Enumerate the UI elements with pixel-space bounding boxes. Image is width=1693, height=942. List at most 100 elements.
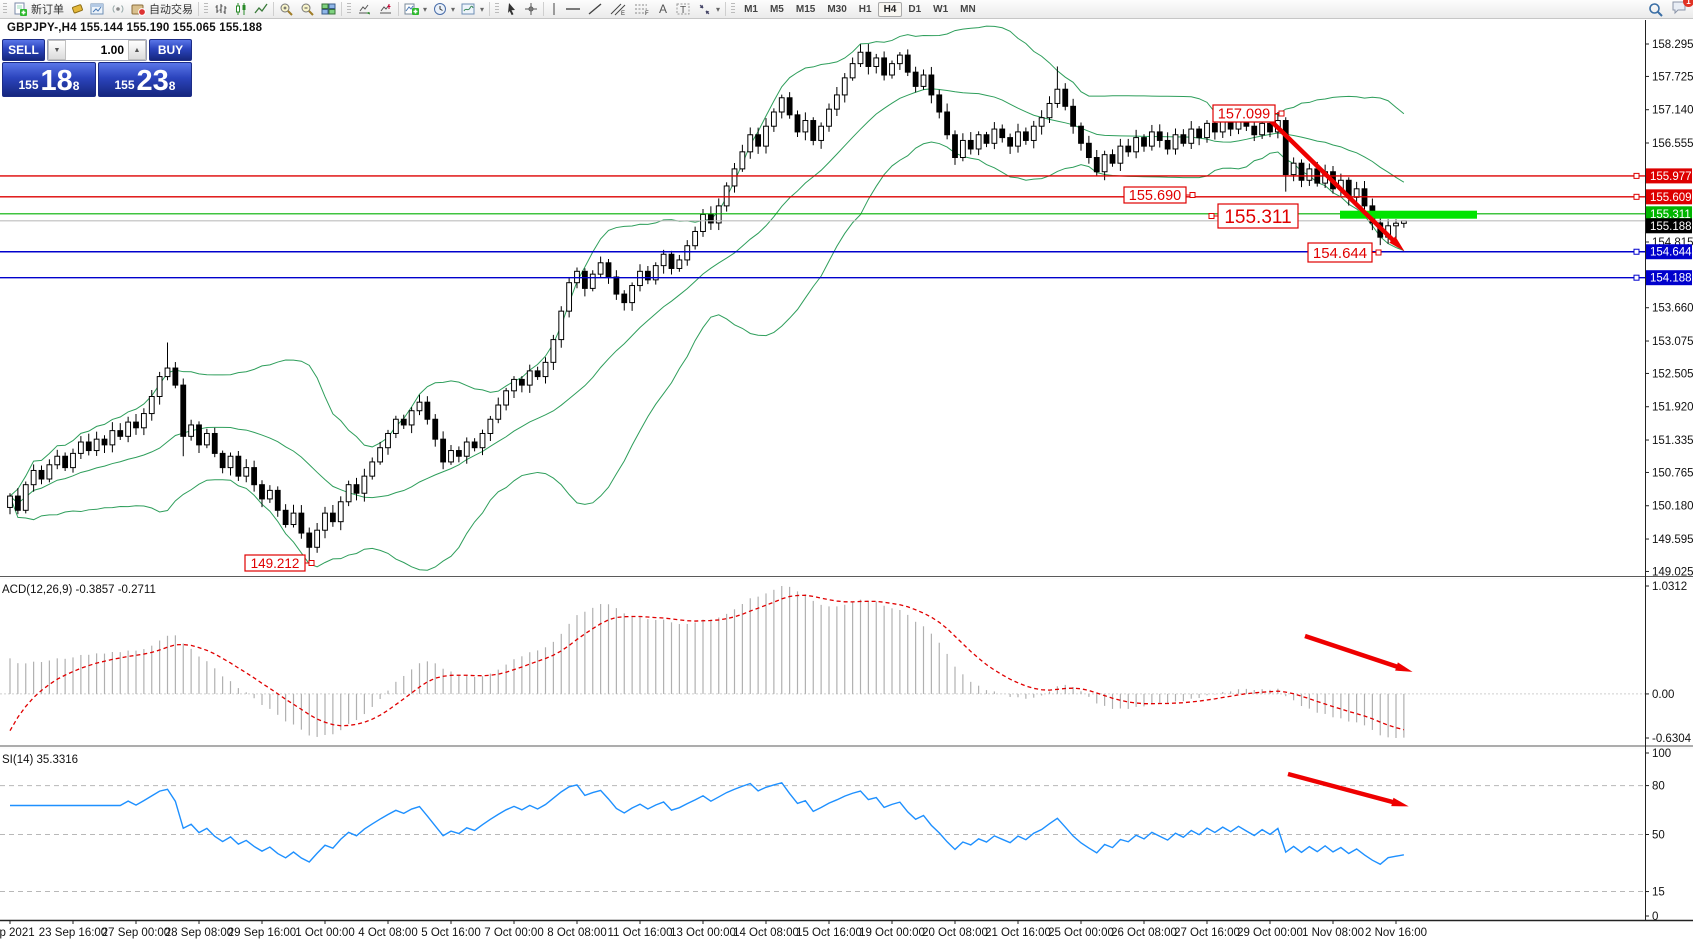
- sell-price-button[interactable]: 155 18 8: [2, 62, 96, 97]
- candle: [676, 259, 683, 269]
- candle: [14, 495, 21, 511]
- macd-pane-label: ACD(12,26,9) -0.3857 -0.2711: [2, 584, 156, 596]
- chart-shift-button[interactable]: [375, 1, 396, 17]
- time-axis-label: 29 Sep 16:00: [228, 927, 296, 939]
- text-label-button[interactable]: T: [673, 1, 694, 17]
- chart-symbol-title: GBPJPY-,H4 155.144 155.190 155.065 155.1…: [7, 22, 263, 34]
- search-icon[interactable]: [1648, 2, 1663, 17]
- candle: [889, 63, 895, 76]
- time-axis-label: 28 Sep 08:00: [165, 927, 233, 939]
- tab-timeframe-m15[interactable]: M15: [795, 3, 816, 15]
- price-tick-label: 158.295: [1652, 39, 1693, 51]
- candle: [463, 441, 470, 457]
- indicators-caret-icon[interactable]: ▾: [423, 4, 428, 14]
- sell-button[interactable]: SELL: [2, 39, 45, 61]
- candle: [534, 370, 541, 378]
- candle: [715, 205, 722, 224]
- templates-caret-icon[interactable]: ▾: [480, 4, 485, 14]
- candle: [188, 424, 195, 437]
- time-axis-label: 25 Oct 00:00: [1048, 927, 1114, 939]
- trend-arrow-macd[interactable]: [1304, 633, 1405, 672]
- candle: [345, 484, 352, 503]
- tab-timeframe-h1[interactable]: H1: [858, 3, 872, 15]
- periods-button[interactable]: ▾: [430, 1, 458, 17]
- trendline-button[interactable]: [584, 1, 606, 17]
- arrows-caret-icon[interactable]: ▾: [716, 4, 721, 14]
- trend-arrow-rsi[interactable]: [1287, 771, 1401, 807]
- eraser-button[interactable]: [67, 1, 87, 17]
- price-tick-label: 152.505: [1652, 368, 1693, 380]
- candle: [322, 512, 328, 531]
- tab-timeframe-h4[interactable]: H4: [877, 1, 903, 17]
- tab-timeframe-m30[interactable]: M30: [827, 3, 847, 15]
- volume-increase-button[interactable]: ▲: [128, 40, 146, 60]
- buy-button[interactable]: BUY: [149, 39, 192, 61]
- candle: [259, 484, 265, 500]
- toolbar-grip[interactable]: [3, 3, 7, 15]
- tile-windows-button[interactable]: [318, 1, 339, 17]
- candle: [337, 501, 344, 523]
- tab-timeframe-w1[interactable]: W1: [933, 3, 949, 15]
- signal-button[interactable]: [108, 1, 128, 17]
- svg-text:155.188: 155.188: [1650, 221, 1692, 233]
- rsi-pane: [0, 781, 1645, 893]
- annotation-149.212[interactable]: [244, 554, 306, 572]
- notifications-button[interactable]: 1: [1671, 0, 1693, 18]
- autotrade-button[interactable]: 自动交易: [128, 0, 196, 18]
- svg-text:155.977: 155.977: [1650, 171, 1692, 183]
- channel-button[interactable]: E: [606, 1, 630, 17]
- candle: [125, 421, 132, 437]
- indicators-icon: [404, 3, 419, 15]
- price-tick-label: 151.335: [1652, 435, 1693, 447]
- cursor-icon: [508, 3, 516, 16]
- annotation-155.311[interactable]: [1217, 203, 1299, 229]
- trend-arrow-price[interactable]: [1266, 116, 1400, 247]
- candle: [471, 441, 478, 449]
- eraser-icon: [71, 4, 83, 14]
- candle: [857, 51, 864, 65]
- chart-window-button[interactable]: [87, 1, 108, 17]
- line-chart-button[interactable]: [251, 1, 271, 17]
- candle: [227, 455, 234, 469]
- tab-timeframe-d1[interactable]: D1: [908, 3, 922, 15]
- cursor-button[interactable]: [502, 1, 521, 17]
- candlestick-button[interactable]: [231, 1, 251, 17]
- annotation-154.644[interactable]: [1307, 242, 1373, 263]
- horizontal-line-button[interactable]: [562, 1, 584, 17]
- svg-text:155.311: 155.311: [1224, 207, 1291, 228]
- zoom-in-button[interactable]: [276, 1, 297, 17]
- new-order-button[interactable]: 新订单: [10, 0, 67, 18]
- fibonacci-button[interactable]: F: [630, 1, 654, 17]
- zoom-out-button[interactable]: [297, 1, 318, 17]
- indicators-button[interactable]: ▾: [401, 1, 430, 17]
- annotation-155.690[interactable]: [1123, 186, 1187, 204]
- templates-button[interactable]: ▾: [458, 1, 487, 17]
- candle: [999, 128, 1006, 139]
- candle: [959, 139, 966, 159]
- svg-text:154.644: 154.644: [1650, 247, 1692, 259]
- annotation-157.099[interactable]: [1212, 104, 1276, 123]
- volume-input[interactable]: [66, 40, 128, 60]
- arrows-button[interactable]: ▾: [694, 1, 723, 17]
- candle: [794, 114, 801, 133]
- channel-icon: E: [610, 3, 626, 16]
- green-highlight-bar[interactable]: [1340, 210, 1477, 219]
- price-tick-label: 153.660: [1652, 303, 1693, 315]
- tab-timeframe-mn[interactable]: MN: [960, 3, 976, 15]
- candle: [369, 461, 376, 477]
- bar-chart-button[interactable]: [211, 1, 231, 17]
- crosshair-button[interactable]: [521, 1, 541, 17]
- periods-caret-icon[interactable]: ▾: [451, 4, 456, 14]
- buy-price-button[interactable]: 155 23 8: [98, 62, 192, 97]
- text-button[interactable]: A: [654, 1, 673, 17]
- vertical-line-button[interactable]: [546, 1, 562, 17]
- volume-dropdown-button[interactable]: ▼: [48, 40, 66, 60]
- tab-timeframe-m5[interactable]: M5: [769, 3, 784, 15]
- candle: [282, 509, 289, 526]
- tab-timeframe-m1[interactable]: M1: [744, 3, 758, 15]
- auto-scroll-button[interactable]: [354, 1, 375, 17]
- candle: [660, 253, 667, 267]
- autotrade-label: 自动交易: [149, 4, 193, 16]
- candle: [392, 418, 399, 434]
